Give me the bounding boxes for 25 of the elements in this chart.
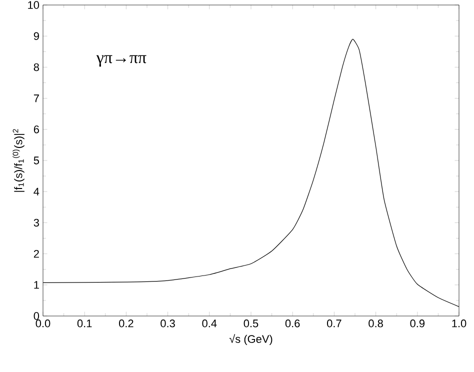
y-tick-label: 4 — [34, 188, 40, 196]
x-tick-label: 0.6 — [285, 320, 300, 328]
y-tick-label: 5 — [34, 156, 40, 164]
y-tick-label: 8 — [34, 63, 39, 72]
x-axis-title: √s (GeV) — [229, 334, 272, 346]
y-tick-label: 3 — [34, 218, 39, 227]
y-axis-title: |f$_{1}$(s)/f$_{1}$$^{(0)}$(s)|$^{2}$ — [12, 129, 24, 192]
x-tick-label: 0.1 — [77, 320, 92, 328]
x-tick-label: 1.0 — [452, 320, 466, 328]
x-tick-label: 0.4 — [202, 320, 217, 328]
y-tick-label: 10 — [28, 1, 40, 9]
y-tick-label: 2 — [34, 250, 39, 258]
x-tick-label: 0.3 — [160, 320, 175, 328]
y-tick-label: 6 — [34, 126, 39, 134]
x-tick-label: 0.2 — [119, 320, 134, 328]
annotation: γπ→ππ — [96, 55, 146, 67]
x-tick-label: 0.9 — [410, 320, 425, 328]
y-tick-label: 9 — [34, 32, 39, 40]
x-tick-label: 0.0 — [36, 320, 50, 328]
y-tick-label: 0 — [34, 312, 40, 320]
y-tick-label: 7 — [34, 94, 39, 102]
x-tick-label: 0.5 — [244, 320, 258, 328]
y-tick-label: 1 — [34, 281, 39, 289]
x-tick-label: 0.8 — [368, 320, 383, 328]
x-tick-label: 0.7 — [327, 320, 342, 328]
